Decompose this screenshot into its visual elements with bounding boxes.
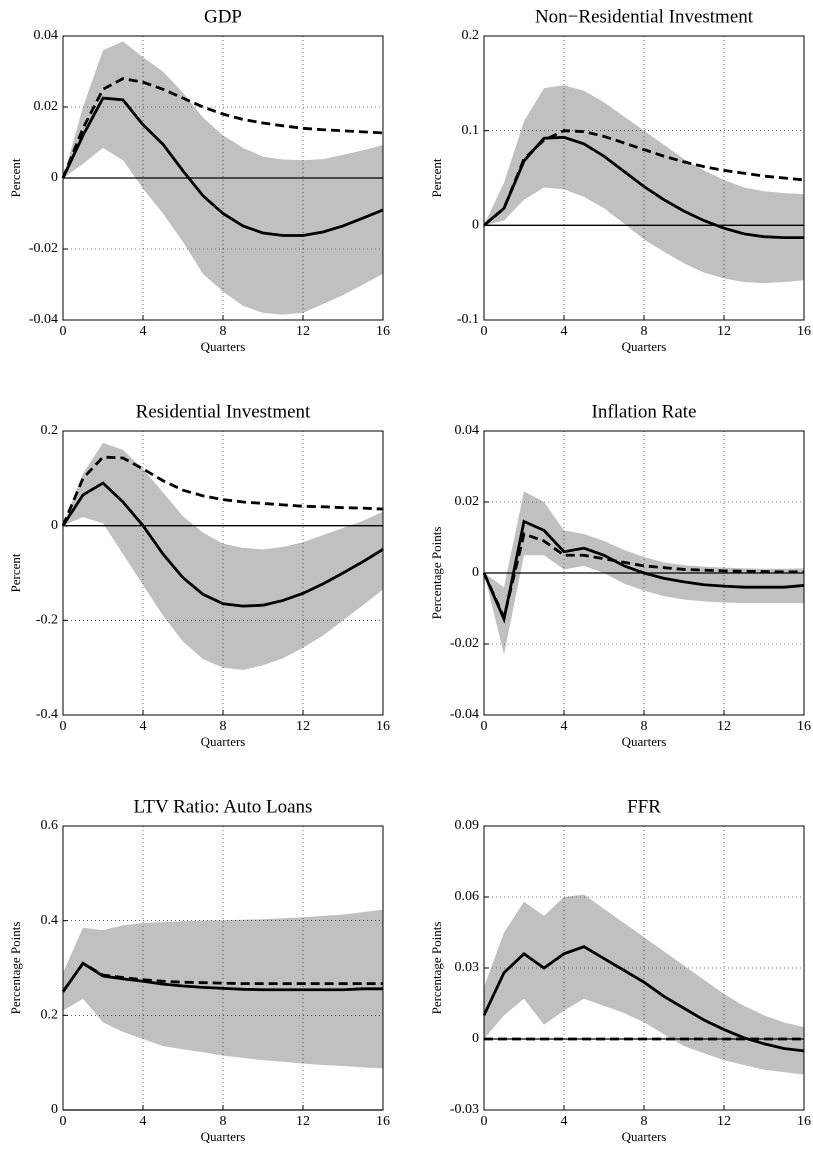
dashed-line: [482, 532, 804, 622]
x-tick-label: 12: [296, 1114, 310, 1129]
y-tick-label: -0.04: [450, 707, 479, 722]
y-tick-label: 0.1: [462, 123, 480, 138]
x-axis-label: Quarters: [622, 339, 667, 354]
subplot: 0 4 8 12 16-0.0300.030.060.09FFRQuartersPerc…: [429, 796, 811, 1144]
x-axis-label: Quarters: [201, 734, 246, 749]
x-tick-label: 4: [140, 719, 147, 734]
subplot-title: GDP: [204, 6, 242, 27]
x-axis-label: Quarters: [622, 1129, 667, 1144]
y-tick-label: 0: [51, 518, 58, 533]
x-tick-label: 8: [220, 719, 227, 734]
x-tick-label: 0: [60, 1114, 67, 1129]
y-tick-label: 0.4: [41, 913, 59, 928]
x-tick-label: 8: [220, 1114, 227, 1129]
x-tick-label: 12: [296, 324, 310, 339]
x-tick-label: 8: [641, 719, 648, 734]
y-tick-label: -0.02: [450, 636, 479, 651]
subplot-title: Non−Residential Investment: [535, 6, 754, 27]
confidence-band: [484, 894, 804, 1075]
axes-frame: [62, 35, 384, 321]
y-tick-label: 0.2: [41, 1008, 59, 1023]
x-tick-label: 8: [641, 324, 648, 339]
x-tick-label: 0: [481, 324, 488, 339]
x-tick-label: 16: [376, 719, 390, 734]
y-tick-label: -0.04: [29, 312, 58, 327]
x-tick-label: 0: [481, 719, 488, 734]
y-tick-label: 0.2: [41, 423, 59, 438]
x-axis-label: Quarters: [622, 734, 667, 749]
x-tick-label: 0: [60, 324, 67, 339]
solid-line: [61, 96, 384, 237]
x-tick-label: 12: [717, 719, 731, 734]
axes-frame: [483, 35, 805, 321]
y-axis-label: Percentage Points: [429, 922, 444, 1015]
subplot-title: Inflation Rate: [592, 401, 697, 422]
axes-frame: [483, 430, 805, 716]
x-tick-label: 8: [220, 324, 227, 339]
y-axis-label: Percentage Points: [429, 527, 444, 620]
x-axis-label: Quarters: [201, 339, 246, 354]
y-tick-label: 0.09: [455, 818, 480, 833]
axes-frame: [483, 825, 805, 1111]
y-tick-label: 0.03: [455, 960, 480, 975]
x-tick-label: 8: [641, 1114, 648, 1129]
y-tick-label: 0: [472, 565, 479, 580]
subplot: 0 4 8 12 16 -0.4 -0.2 0 0.2 Residential Investmen…: [8, 401, 390, 749]
y-tick-label: 0: [51, 170, 58, 185]
y-tick-label: 0.04: [34, 28, 59, 43]
x-tick-label: 16: [376, 324, 390, 339]
dashed-line: [483, 129, 805, 227]
y-tick-label: -0.03: [450, 1102, 479, 1117]
y-axis-label: Percent: [8, 553, 23, 592]
x-tick-label: 16: [376, 1114, 390, 1129]
x-tick-label: 16: [797, 719, 811, 734]
x-tick-label: 12: [296, 719, 310, 734]
y-tick-label: 0.6: [41, 818, 59, 833]
y-tick-label: 0.04: [455, 423, 480, 438]
subplot-title: LTV Ratio: Auto Loans: [134, 796, 313, 817]
x-tick-label: 16: [797, 324, 811, 339]
axes-frame: [62, 430, 384, 716]
y-tick-label: 0: [51, 1102, 58, 1117]
x-tick-label: 4: [561, 324, 568, 339]
y-axis-label: Percent: [429, 158, 444, 197]
x-tick-label: 4: [140, 324, 147, 339]
y-tick-label: 0.02: [455, 494, 480, 509]
x-tick-label: 0: [481, 1114, 488, 1129]
axes-frame: [62, 825, 384, 1111]
y-tick-label: -0.02: [29, 241, 58, 256]
y-tick-label: -0.2: [36, 613, 58, 628]
solid-line: [482, 519, 805, 624]
y-tick-label: 0.02: [34, 99, 59, 114]
dashed-line: [61, 961, 383, 993]
x-tick-label: 12: [717, 1114, 731, 1129]
x-tick-label: 0: [60, 719, 67, 734]
x-tick-label: 16: [797, 1114, 811, 1129]
y-tick-label: 0.06: [455, 889, 480, 904]
y-tick-label: -0.1: [457, 312, 479, 327]
x-tick-label: 4: [561, 719, 568, 734]
y-tick-label: -0.4: [36, 707, 58, 722]
y-tick-label: 0: [472, 218, 479, 233]
x-axis-label: Quarters: [201, 1129, 246, 1144]
dashed-line: [61, 455, 384, 527]
x-tick-label: 12: [717, 324, 731, 339]
dashed-line: [61, 77, 384, 179]
y-axis-label: Percent: [8, 158, 23, 197]
subplot-title: FFR: [627, 796, 661, 817]
y-axis-label: Percentage Points: [8, 922, 23, 1015]
y-tick-label: 0.2: [462, 28, 480, 43]
x-tick-label: 4: [140, 1114, 147, 1129]
subplot: 0 4 8 12 16 0 0.2 0.4 0.6 LTV Ratio: Auto Loans Qu…: [8, 796, 390, 1144]
subplot-title: Residential Investment: [136, 401, 311, 422]
subplot: 0 4 8 12 16 -0.04 -0.02 0 0.02 0.04 GDP Quarters Per…: [8, 6, 390, 354]
solid-line: [61, 481, 384, 608]
subplot: 0 4 8 12 16 -0.04 -0.02 0 0.02 0.04 Inflation Rate…: [429, 401, 811, 749]
x-tick-label: 4: [561, 1114, 568, 1129]
y-tick-label: 0: [472, 1031, 479, 1046]
